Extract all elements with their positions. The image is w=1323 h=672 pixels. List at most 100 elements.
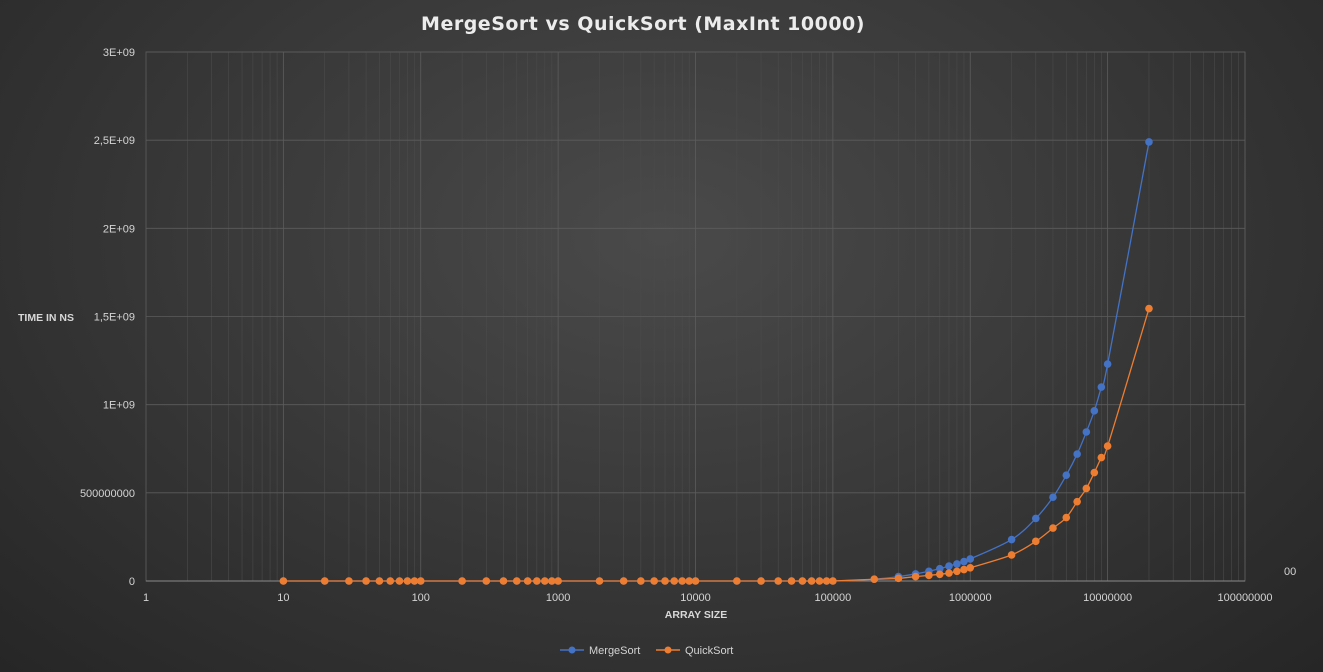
data-point-quicksort — [512, 577, 521, 585]
data-point-quicksort — [1007, 551, 1016, 559]
data-point-quicksort — [1103, 442, 1112, 450]
data-point-quicksort — [815, 577, 824, 585]
data-point-quicksort — [960, 565, 968, 574]
data-point-mergesort — [1097, 383, 1106, 391]
y-tick-label: 0 — [129, 576, 135, 588]
data-point-mergesort — [966, 555, 975, 563]
data-point-quicksort — [925, 571, 933, 580]
data-point-quicksort — [375, 577, 384, 585]
x-tick-label: 10000000 — [1083, 592, 1132, 604]
data-point-quicksort — [619, 577, 628, 585]
x-tick-label: 1 — [143, 592, 149, 604]
legend-mergesort-label: MergeSort — [589, 645, 640, 657]
data-point-quicksort — [1097, 453, 1106, 462]
data-point-mergesort — [1049, 493, 1057, 502]
data-point-quicksort — [829, 577, 837, 585]
legend-item-quicksort: QuickSort — [656, 645, 733, 657]
data-point-quicksort — [416, 577, 425, 585]
data-point-quicksort — [822, 577, 831, 585]
y-tick-label: 1,5E+09 — [94, 312, 135, 324]
data-point-quicksort — [945, 569, 953, 577]
data-point-quicksort — [966, 563, 975, 572]
chart-title: MergeSort vs QuickSort (MaxInt 10000) — [421, 13, 865, 35]
data-point-quicksort — [911, 572, 920, 581]
data-point-mergesort — [1103, 360, 1112, 368]
data-point-mergesort — [935, 564, 944, 573]
x-tick-label: 10 — [277, 592, 289, 604]
data-point-quicksort — [395, 577, 404, 585]
data-point-quicksort — [733, 577, 741, 585]
data-point-quicksort — [1031, 537, 1040, 546]
x-axis-tick-labels: 1 10 100 1000 10000 100000 1000000 10000000 1000… — [143, 592, 1273, 604]
legend-mergesort-marker — [568, 646, 576, 654]
data-point-mergesort — [945, 562, 953, 570]
x-tick-label: 1000000 — [949, 592, 992, 604]
data-point-quicksort — [935, 570, 944, 579]
data-point-quicksort — [807, 577, 816, 585]
y-axis-title: TIME IN NS — [18, 312, 74, 324]
series-layer — [279, 138, 1153, 585]
data-point-quicksort — [685, 577, 694, 585]
y-tick-label: 2E+09 — [103, 223, 135, 235]
data-point-quicksort — [1073, 497, 1081, 506]
data-point-quicksort — [953, 567, 961, 576]
data-point-quicksort — [499, 577, 508, 585]
data-point-quicksort — [661, 577, 669, 585]
data-point-quicksort — [894, 574, 903, 583]
y-axis-tick-labels: 0 500000000 1E+09 1,5E+09 2E+09 2,5E+09 3E+09 — [80, 47, 135, 588]
x-tick-label: 10000 — [680, 592, 711, 604]
y-tick-label: 3E+09 — [103, 47, 135, 59]
x-tick-label: 100000000 — [1217, 592, 1272, 604]
legend-quicksort-marker — [664, 646, 672, 654]
data-point-quicksort — [362, 577, 370, 585]
data-point-quicksort — [798, 577, 807, 585]
data-point-quicksort — [691, 577, 700, 585]
data-point-quicksort — [870, 575, 879, 584]
data-point-quicksort — [386, 577, 395, 585]
y-tick-label: 1E+09 — [103, 400, 135, 412]
data-point-quicksort — [403, 577, 412, 585]
data-point-quicksort — [482, 577, 491, 585]
data-point-quicksort — [320, 577, 329, 585]
data-point-quicksort — [678, 577, 686, 585]
data-point-quicksort — [541, 577, 549, 585]
data-point-mergesort — [1145, 138, 1153, 146]
data-point-quicksort — [523, 577, 532, 585]
data-point-quicksort — [595, 577, 604, 585]
series-line-mergesort — [283, 141, 1150, 582]
y-tick-label: 2,5E+09 — [94, 135, 135, 147]
data-point-mergesort — [1031, 514, 1040, 523]
data-point-quicksort — [757, 577, 765, 585]
data-point-mergesort — [1007, 535, 1016, 544]
data-point-quicksort — [1145, 304, 1153, 313]
y-tick-label: 500000000 — [80, 488, 135, 500]
data-point-mergesort — [1090, 407, 1099, 415]
series-line-quicksort — [283, 308, 1150, 582]
x-tick-label: 100000 — [815, 592, 852, 604]
data-point-quicksort — [410, 577, 419, 585]
data-point-quicksort — [279, 577, 288, 585]
x-axis-title: ARRAY SIZE — [665, 609, 727, 621]
data-point-mergesort — [960, 557, 968, 566]
data-point-mergesort — [1082, 428, 1091, 436]
data-point-quicksort — [1062, 513, 1071, 522]
data-point-quicksort — [650, 577, 658, 585]
legend-item-mergesort: MergeSort — [560, 645, 640, 657]
data-point-quicksort — [637, 577, 645, 585]
data-point-quicksort — [1082, 484, 1091, 493]
data-point-quicksort — [533, 577, 541, 585]
x-tick-label: 100 — [412, 592, 430, 604]
data-point-mergesort — [953, 560, 961, 568]
data-point-mergesort — [1062, 471, 1071, 480]
stray-label: 00 — [1284, 566, 1296, 578]
major-gridlines — [146, 51, 1246, 581]
data-point-quicksort — [670, 577, 679, 585]
data-point-quicksort — [548, 577, 556, 585]
legend-quicksort-label: QuickSort — [685, 645, 733, 657]
data-point-quicksort — [1090, 468, 1099, 477]
x-tick-label: 1000 — [546, 592, 570, 604]
data-point-quicksort — [458, 577, 466, 585]
data-point-quicksort — [774, 577, 783, 585]
